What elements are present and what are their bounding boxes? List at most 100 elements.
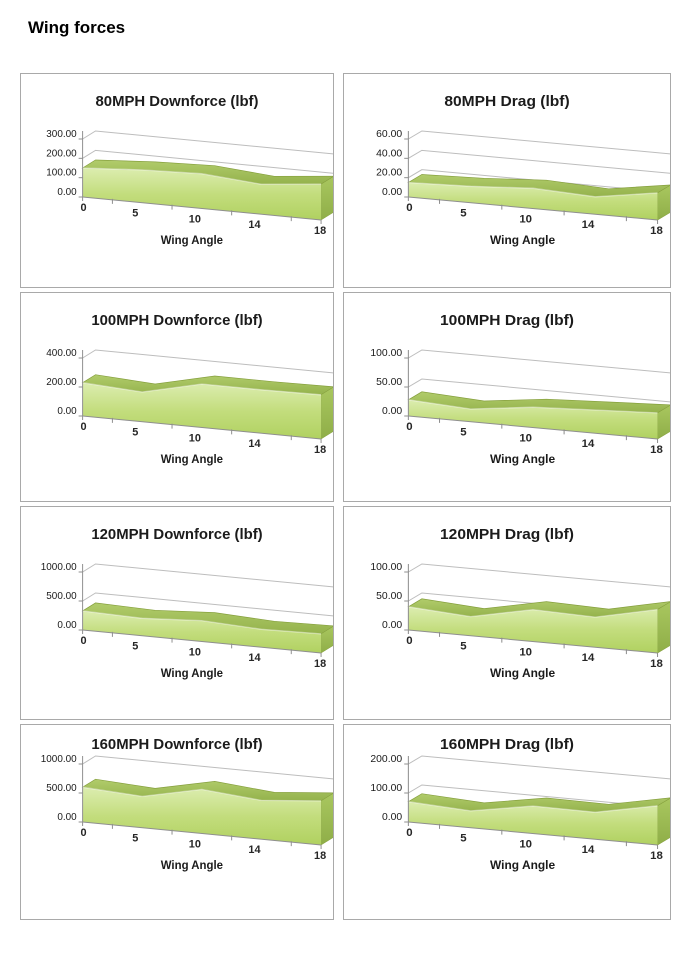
y-tick-label: 0.00 <box>382 187 403 198</box>
area-top-ribbon <box>407 391 670 414</box>
area-side-face <box>320 793 333 846</box>
area-front-face <box>82 787 322 845</box>
area-side-face <box>657 798 670 846</box>
area-front-face <box>408 182 658 220</box>
chart-title: 120MPH Downforce (lbf) <box>91 526 262 543</box>
charts-grid: 0.00 100.00 200.00 300.00 0 5 10 14 18 Wing Angle… <box>20 73 671 920</box>
area-front-face <box>82 168 322 220</box>
y-tick-label: 0.00 <box>57 812 77 823</box>
chart-canvas: 0.00 100.00 200.00 300.00 0 5 10 14 18 Wing Angle… <box>46 93 333 247</box>
chart-cell-4[interactable]: 0.00 500.00 1000.00 0 5 10 14 18 Wing Angle 120MP… <box>20 506 334 720</box>
y-tick-label: 100.00 <box>370 562 402 573</box>
chart-canvas: 0.00 20.00 40.00 60.00 0 5 10 14 18 Wing Angle 80M… <box>376 93 670 247</box>
area-front-face <box>408 801 658 845</box>
chart-title: 160MPH Downforce (lbf) <box>91 736 262 753</box>
chart-title: 100MPH Downforce (lbf) <box>91 312 262 329</box>
x-axis-title: Wing Angle <box>490 667 556 680</box>
area-top-ribbon <box>81 602 333 635</box>
x-tick-label: 0 <box>406 202 412 214</box>
chart-cell-1[interactable]: 0.00 20.00 40.00 60.00 0 5 10 14 18 Wing Angle 80M… <box>343 73 671 288</box>
x-tick-label: 0 <box>406 635 412 647</box>
area-top-ribbon <box>81 778 333 802</box>
x-tick-label: 18 <box>314 225 326 237</box>
x-tick-label: 18 <box>314 850 326 862</box>
area-highlight <box>408 399 658 414</box>
x-tick-label: 18 <box>650 225 663 237</box>
x-axis-title: Wing Angle <box>161 668 223 680</box>
y-gridline <box>82 592 333 617</box>
y-gridline <box>408 563 670 588</box>
x-tick-label: 0 <box>406 827 412 839</box>
area-top-ribbon <box>407 793 670 813</box>
x-axis-line <box>82 629 322 654</box>
x-tick-label: 14 <box>248 844 261 856</box>
x-tick-label: 0 <box>81 827 87 839</box>
chart-cell-3[interactable]: 0.00 50.00 100.00 0 5 10 14 18 Wing Angle 100MPH … <box>343 292 671 502</box>
x-tick-label: 14 <box>582 438 595 450</box>
y-tick-label: 500.00 <box>46 591 77 602</box>
y-tick-label: 20.00 <box>376 168 402 179</box>
x-tick-label: 0 <box>81 421 87 433</box>
y-tick-label: 50.00 <box>376 377 402 388</box>
chart-canvas: 0.00 100.00 200.00 0 5 10 14 18 Wing Angle 160MPH… <box>370 736 670 872</box>
x-tick-label: 5 <box>132 833 138 845</box>
area-front-face <box>408 606 658 653</box>
area-side-face <box>320 387 333 440</box>
chart-canvas: 0.00 50.00 100.00 0 5 10 14 18 Wing Angle 100MPH … <box>370 312 670 466</box>
x-tick-label: 14 <box>248 438 261 450</box>
x-tick-label: 14 <box>582 219 595 231</box>
x-tick-label: 5 <box>132 427 138 439</box>
area-highlight <box>82 382 322 396</box>
y-gridline <box>408 130 670 155</box>
y-tick-label: 200.00 <box>370 754 402 765</box>
y-gridline <box>408 378 670 403</box>
x-tick-label: 18 <box>314 658 326 670</box>
y-tick-label: 0.00 <box>57 406 77 417</box>
chart-cell-2[interactable]: 0.00 200.00 400.00 0 5 10 14 18 Wing Angle 100MPH… <box>20 292 334 502</box>
y-tick-label: 400.00 <box>46 348 77 359</box>
chart-cell-5[interactable]: 0.00 50.00 100.00 0 5 10 14 18 Wing Angle 120MPH … <box>343 506 671 720</box>
chart-cell-7[interactable]: 0.00 100.00 200.00 0 5 10 14 18 Wing Angle 160MPH… <box>343 724 671 920</box>
y-tick-label: 0.00 <box>57 620 77 631</box>
x-tick-label: 14 <box>248 652 261 664</box>
chart-title: 100MPH Drag (lbf) <box>440 312 574 329</box>
y-tick-label: 60.00 <box>376 129 402 140</box>
area-top-ribbon <box>407 174 670 198</box>
y-gridline <box>408 784 670 809</box>
chart-cell-6[interactable]: 0.00 500.00 1000.00 0 5 10 14 18 Wing Angle 160MP… <box>20 724 334 920</box>
x-tick-label: 5 <box>460 208 466 220</box>
x-axis-line <box>408 196 658 221</box>
y-tick-label: 300.00 <box>46 129 77 140</box>
x-axis-title: Wing Angle <box>161 454 223 466</box>
x-tick-label: 0 <box>81 202 87 214</box>
y-tick-label: 200.00 <box>46 148 77 159</box>
x-tick-label: 10 <box>519 214 532 226</box>
x-axis-title: Wing Angle <box>490 453 556 466</box>
chart-canvas: 0.00 50.00 100.00 0 5 10 14 18 Wing Angle 120MPH … <box>370 526 670 680</box>
x-tick-label: 5 <box>132 208 138 220</box>
y-tick-label: 100.00 <box>46 168 77 179</box>
x-tick-label: 14 <box>582 652 595 664</box>
y-tick-label: 1000.00 <box>41 562 77 573</box>
area-front-face <box>82 610 322 653</box>
x-tick-label: 14 <box>582 844 595 856</box>
y-tick-label: 40.00 <box>376 148 402 159</box>
chart-canvas: 0.00 200.00 400.00 0 5 10 14 18 Wing Angle 100MPH… <box>46 312 333 466</box>
x-axis-line <box>82 821 322 846</box>
chart-title: 80MPH Downforce (lbf) <box>96 93 259 110</box>
x-tick-label: 14 <box>248 219 261 231</box>
x-tick-label: 5 <box>460 641 466 653</box>
y-tick-label: 0.00 <box>382 812 403 823</box>
x-tick-label: 5 <box>460 833 466 845</box>
area-front-face <box>82 382 322 439</box>
x-tick-label: 18 <box>650 444 663 456</box>
x-axis-title: Wing Angle <box>161 235 223 247</box>
y-tick-label: 100.00 <box>370 783 402 794</box>
x-tick-label: 10 <box>189 646 201 658</box>
y-gridline <box>82 130 333 155</box>
area-side-face <box>657 601 670 654</box>
x-axis-line <box>408 415 658 440</box>
x-axis-title: Wing Angle <box>490 234 556 247</box>
chart-cell-0[interactable]: 0.00 100.00 200.00 300.00 0 5 10 14 18 Wing Angle… <box>20 73 334 288</box>
x-tick-label: 18 <box>314 444 326 456</box>
